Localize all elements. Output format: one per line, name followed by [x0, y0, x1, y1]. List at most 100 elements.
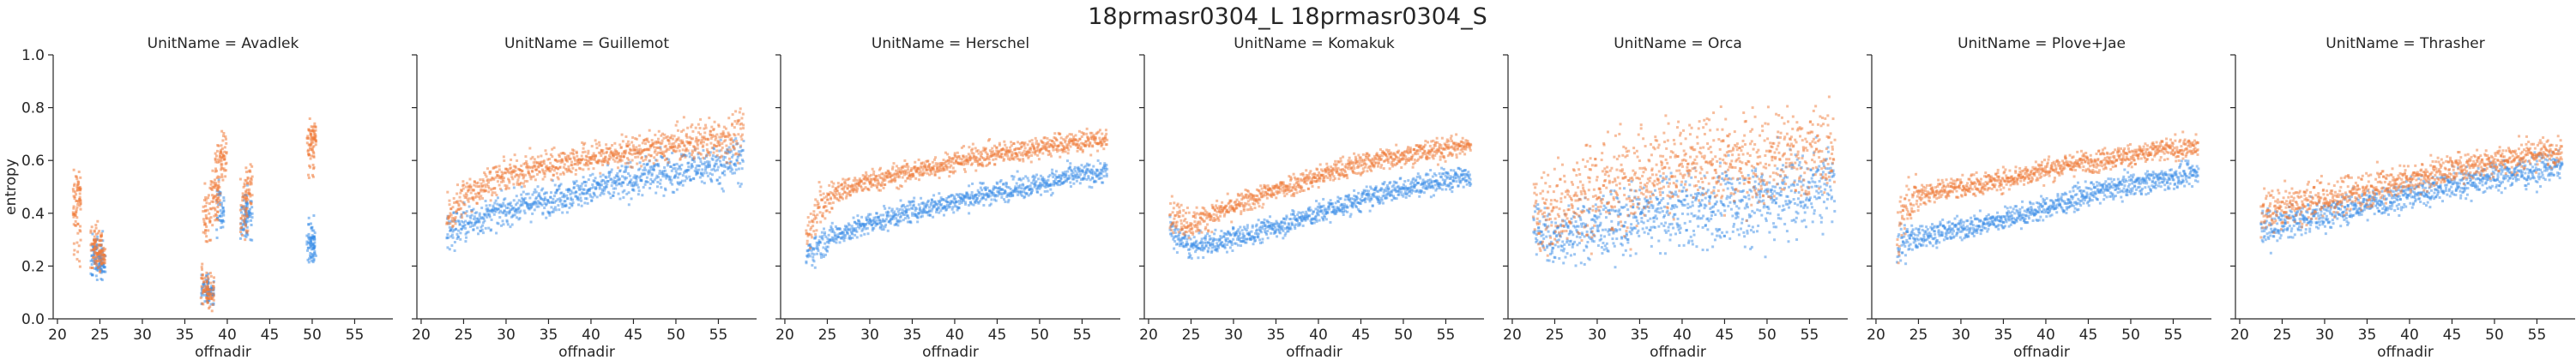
- data-point: [472, 217, 475, 220]
- data-point: [75, 224, 78, 227]
- data-point: [520, 185, 523, 189]
- data-point: [809, 243, 812, 246]
- data-point: [806, 255, 810, 259]
- data-point: [583, 150, 587, 153]
- data-point: [492, 206, 495, 209]
- data-point: [617, 192, 620, 195]
- data-point: [90, 225, 94, 229]
- data-point: [480, 184, 484, 188]
- data-point: [613, 159, 617, 163]
- data-point: [225, 141, 228, 145]
- x-tick-label: 35: [540, 327, 558, 344]
- data-point: [501, 204, 504, 207]
- data-point: [1197, 256, 1200, 260]
- data-point: [574, 159, 577, 162]
- data-point: [509, 208, 512, 212]
- data-point: [854, 220, 857, 224]
- data-point: [201, 267, 204, 271]
- data-point: [538, 201, 541, 205]
- data-point: [619, 154, 623, 158]
- data-point: [984, 147, 987, 150]
- data-point: [513, 153, 516, 157]
- data-point: [218, 199, 221, 202]
- data-point: [461, 225, 464, 228]
- data-point: [203, 231, 207, 235]
- data-point: [75, 216, 79, 219]
- data-point: [1240, 244, 1243, 248]
- data-point: [1105, 143, 1108, 147]
- data-point: [311, 247, 315, 250]
- data-point: [100, 256, 103, 260]
- data-point: [311, 243, 314, 246]
- data-point: [484, 199, 487, 202]
- data-point: [102, 253, 106, 256]
- data-point: [606, 162, 610, 165]
- data-point: [1054, 170, 1058, 173]
- data-point: [1257, 219, 1260, 222]
- data-point: [604, 155, 607, 159]
- data-point: [522, 209, 526, 213]
- data-point: [1173, 247, 1176, 250]
- data-point: [531, 212, 534, 215]
- data-point: [601, 148, 605, 152]
- data-point: [90, 254, 94, 257]
- data-point: [734, 110, 738, 113]
- data-point: [643, 166, 647, 170]
- data-point: [470, 210, 474, 213]
- data-point: [855, 222, 859, 225]
- data-point: [828, 229, 831, 232]
- data-point: [822, 192, 825, 195]
- data-point: [938, 207, 941, 210]
- data-point: [521, 203, 524, 207]
- data-point: [862, 223, 866, 226]
- data-point: [309, 246, 312, 249]
- data-point: [214, 170, 217, 173]
- data-point: [497, 174, 500, 177]
- data-point: [78, 229, 81, 232]
- data-point: [220, 144, 223, 147]
- data-point: [674, 123, 678, 127]
- data-point: [1069, 162, 1072, 165]
- data-point: [721, 155, 725, 159]
- data-point: [309, 222, 312, 225]
- data-point: [672, 167, 675, 171]
- data-point: [1260, 231, 1264, 234]
- data-point: [559, 152, 563, 155]
- data-point: [500, 171, 504, 174]
- data-point: [726, 148, 729, 152]
- data-point: [449, 235, 453, 238]
- data-point: [306, 258, 310, 261]
- data-point: [481, 178, 485, 182]
- data-point: [708, 163, 711, 166]
- data-point: [894, 178, 897, 182]
- data-point: [704, 137, 708, 141]
- data-point: [988, 161, 992, 165]
- data-point: [835, 193, 838, 196]
- data-point: [591, 195, 594, 199]
- data-point: [504, 183, 507, 187]
- data-point: [537, 192, 540, 195]
- data-point: [612, 154, 616, 158]
- data-point: [624, 135, 628, 138]
- data-point: [1204, 234, 1208, 237]
- data-point: [576, 196, 580, 200]
- data-point: [455, 183, 459, 187]
- data-point: [895, 217, 898, 220]
- data-point: [663, 133, 667, 136]
- data-point: [1017, 151, 1021, 154]
- data-point: [649, 187, 652, 190]
- data-point: [836, 227, 839, 231]
- data-point: [721, 189, 725, 193]
- data-point: [819, 220, 823, 224]
- data-point: [614, 187, 618, 190]
- data-point: [553, 183, 557, 187]
- data-point: [246, 177, 250, 180]
- data-point: [1035, 140, 1038, 143]
- data-point: [853, 229, 856, 232]
- data-point: [547, 201, 551, 204]
- data-point: [739, 146, 742, 149]
- data-point: [1011, 194, 1015, 197]
- data-point: [314, 135, 317, 139]
- series-blue: [89, 178, 317, 306]
